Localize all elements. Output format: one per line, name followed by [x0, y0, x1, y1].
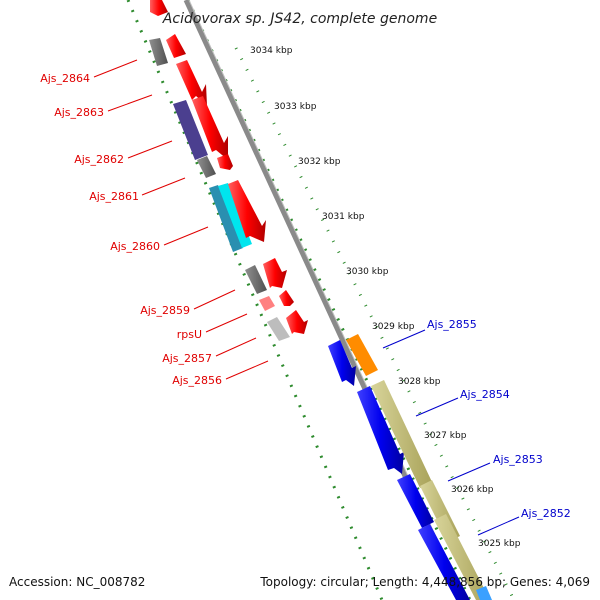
accession-text: Accession: NC_008782	[9, 575, 145, 589]
reverse-strand-genes	[328, 334, 492, 600]
left-gene-labels: Ajs_2864 Ajs_2863 Ajs_2862 Ajs_2861 Ajs_…	[40, 72, 222, 387]
gene-label-ajs-2861: Ajs_2861	[89, 190, 139, 203]
gc-track-inner	[126, 0, 384, 600]
gene-label-ajs-2862: Ajs_2862	[74, 153, 124, 166]
gene-label-ajs-2855: Ajs_2855	[427, 318, 477, 331]
tick-3029: 3029 kbp	[372, 322, 415, 332]
tick-3030: 3030 kbp	[346, 267, 389, 277]
gene-label-ajs-2857: Ajs_2857	[162, 352, 212, 365]
gene-label-ajs-2860: Ajs_2860	[110, 240, 160, 253]
gene-label-ajs-2856: Ajs_2856	[172, 374, 222, 387]
tick-3032: 3032 kbp	[298, 157, 341, 167]
right-leader-lines	[382, 329, 520, 536]
gene-label-rpsu: rpsU	[177, 328, 202, 341]
left-leader-lines	[93, 59, 269, 380]
tick-3025: 3025 kbp	[478, 539, 521, 549]
tick-3031: 3031 kbp	[322, 212, 365, 222]
gene-label-ajs-2853: Ajs_2853	[493, 453, 543, 466]
tick-3027: 3027 kbp	[424, 431, 467, 441]
right-gene-labels: Ajs_2855 Ajs_2854 Ajs_2853 Ajs_2852	[427, 318, 571, 520]
tick-3028: 3028 kbp	[398, 377, 441, 387]
map-title: Acidovorax sp. JS42, complete genome	[162, 11, 437, 27]
forward-strand-genes	[149, 0, 308, 341]
gene-label-ajs-2859: Ajs_2859	[140, 304, 190, 317]
tick-3026: 3026 kbp	[451, 485, 494, 495]
gene-label-ajs-2864: Ajs_2864	[40, 72, 90, 85]
tick-3034: 3034 kbp	[250, 46, 293, 56]
gene-label-ajs-2852: Ajs_2852	[521, 507, 571, 520]
gene-label-ajs-2863: Ajs_2863	[54, 106, 104, 119]
tick-3033: 3033 kbp	[274, 102, 317, 112]
kbp-ticks: 3034 kbp 3033 kbp 3032 kbp 3031 kbp 3030…	[250, 46, 521, 549]
gene-label-ajs-2854: Ajs_2854	[460, 388, 510, 401]
topology-text: Topology: circular; Length: 4,448,856 bp…	[259, 575, 590, 589]
